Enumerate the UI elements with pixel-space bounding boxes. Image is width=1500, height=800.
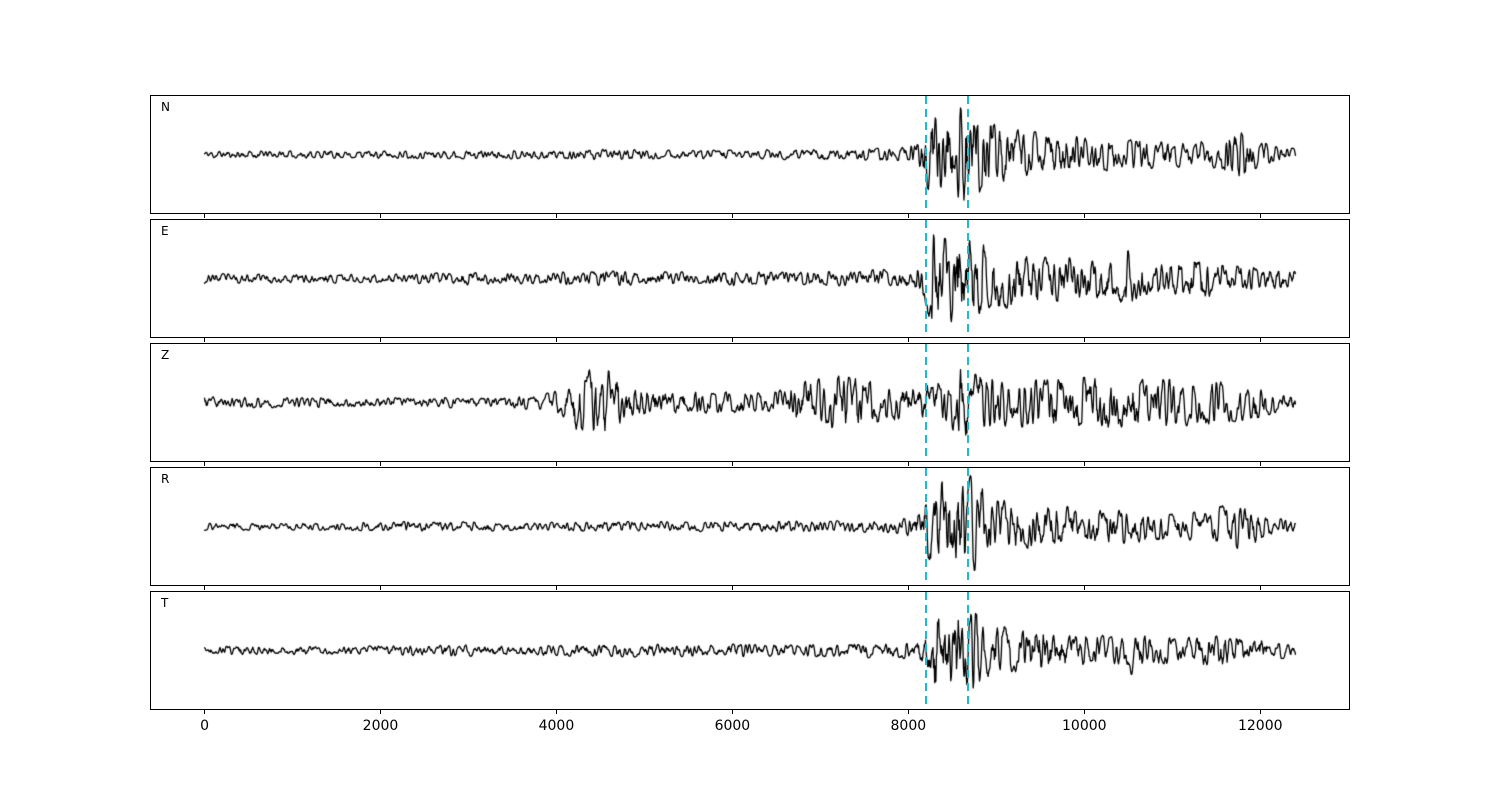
x-axis-tick-label: 2000	[362, 718, 399, 734]
x-axis-tick	[907, 338, 909, 342]
x-axis-tick	[555, 214, 557, 218]
x-axis-tick	[1259, 462, 1261, 466]
x-axis-tick	[204, 462, 206, 466]
x-axis-tick-label: 0	[200, 718, 209, 734]
waveform-canvas	[151, 220, 1349, 337]
x-axis-tick	[731, 462, 733, 466]
pick-line	[967, 220, 970, 337]
x-axis-tick	[1083, 586, 1085, 590]
pick-line	[924, 592, 927, 709]
x-axis-tick-label: 8000	[890, 718, 927, 734]
x-axis-tick	[204, 338, 206, 342]
waveform-canvas	[151, 344, 1349, 461]
pick-line	[967, 96, 970, 213]
pick-line	[924, 220, 927, 337]
x-axis-tick	[204, 710, 206, 714]
x-axis-tick-label: 4000	[538, 718, 575, 734]
x-axis-tick	[731, 338, 733, 342]
x-axis-tick-label: 10000	[1062, 718, 1107, 734]
pick-line	[924, 96, 927, 213]
x-axis-tick	[555, 338, 557, 342]
pick-line	[967, 468, 970, 585]
x-axis-tick	[204, 214, 206, 218]
x-axis-tick	[204, 586, 206, 590]
x-axis-tick	[907, 586, 909, 590]
x-axis-tick	[379, 462, 381, 466]
x-axis-tick	[907, 710, 909, 714]
x-axis-tick-label: 12000	[1237, 718, 1283, 734]
x-axis-tick	[379, 710, 381, 714]
panel-label: N	[161, 100, 170, 114]
panel-label: T	[161, 596, 169, 610]
x-axis-tick	[1083, 338, 1085, 342]
x-axis-tick	[379, 214, 381, 218]
x-axis-tick	[907, 214, 909, 218]
waveform-panel-z: Z	[150, 343, 1350, 462]
x-axis-tick	[555, 462, 557, 466]
x-axis-tick	[1083, 214, 1085, 218]
x-axis-tick	[555, 586, 557, 590]
x-axis-tick	[1083, 462, 1085, 466]
x-axis-tick	[555, 710, 557, 714]
x-axis-tick	[1259, 338, 1261, 342]
waveform-panel-e: E	[150, 219, 1350, 338]
pick-line	[924, 344, 927, 461]
x-axis-tick	[731, 710, 733, 714]
x-axis-tick	[1259, 710, 1261, 714]
x-axis-tick	[1083, 710, 1085, 714]
waveform-canvas	[151, 468, 1349, 585]
x-axis-tick	[731, 586, 733, 590]
x-axis-tick	[1259, 586, 1261, 590]
x-axis-tick	[1259, 214, 1261, 218]
x-axis-tick	[907, 462, 909, 466]
pick-line	[967, 592, 970, 709]
waveform-canvas	[151, 592, 1349, 709]
plot-area: N E Z R T 0 2000 4000 6000 8000 10000 12000	[150, 95, 1350, 755]
waveform-canvas	[151, 96, 1349, 213]
pick-line	[924, 468, 927, 585]
x-axis-tick	[379, 586, 381, 590]
panel-label: R	[161, 472, 170, 486]
x-axis-tick	[731, 214, 733, 218]
panel-label: E	[161, 224, 169, 238]
waveform-panel-n: N	[150, 95, 1350, 214]
x-axis-tick	[379, 338, 381, 342]
pick-line	[967, 344, 970, 461]
waveform-panel-r: R	[150, 467, 1350, 586]
waveform-panel-t: T	[150, 591, 1350, 710]
panel-label: Z	[161, 348, 170, 362]
x-axis-tick-label: 6000	[714, 718, 751, 734]
